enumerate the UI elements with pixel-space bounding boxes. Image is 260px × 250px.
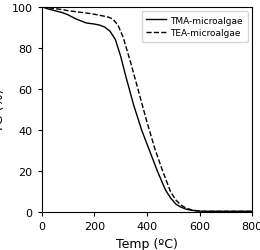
- Legend: TMA-microalgae, TEA-microalgae: TMA-microalgae, TEA-microalgae: [142, 12, 248, 42]
- TMA-microalgae: [180, 206, 183, 209]
- TMA-microalgae: [132, 104, 135, 108]
- TMA-microalgae: [201, 210, 204, 213]
- TMA-microalgae: [93, 24, 96, 26]
- TEA-microalgae: [195, 209, 198, 212]
- TMA-microalgae: [169, 197, 172, 200]
- TEA-microalgae: [251, 210, 254, 213]
- TMA-microalgae: [209, 210, 212, 213]
- TMA-microalgae: [224, 210, 228, 213]
- TEA-microalgae: [66, 10, 69, 13]
- TMA-microalgae: [108, 30, 112, 34]
- TEA-microalgae: [116, 24, 120, 28]
- TEA-microalgae: [82, 12, 85, 15]
- TMA-microalgae: [140, 129, 143, 132]
- TEA-microalgae: [161, 170, 164, 173]
- TMA-microalgae: [164, 188, 167, 192]
- TMA-microalgae: [119, 55, 122, 58]
- TEA-microalgae: [145, 121, 148, 124]
- TEA-microalgae: [224, 210, 228, 213]
- TEA-microalgae: [201, 210, 204, 213]
- TMA-microalgae: [103, 26, 106, 30]
- TEA-microalgae: [169, 190, 172, 194]
- TEA-microalgae: [138, 92, 141, 95]
- TEA-microalgae: [95, 14, 99, 17]
- TEA-microalgae: [129, 64, 133, 66]
- Line: TEA-microalgae: TEA-microalgae: [42, 8, 252, 212]
- TEA-microalgae: [174, 199, 177, 202]
- TMA-microalgae: [148, 150, 151, 152]
- TEA-microalgae: [101, 15, 104, 18]
- TEA-microalgae: [153, 148, 156, 150]
- TMA-microalgae: [98, 24, 101, 28]
- TMA-microalgae: [185, 208, 188, 211]
- TMA-microalgae: [174, 203, 177, 206]
- TMA-microalgae: [45, 8, 48, 11]
- TMA-microalgae: [66, 14, 69, 17]
- TMA-microalgae: [74, 18, 77, 21]
- TEA-microalgae: [180, 204, 183, 207]
- TEA-microalgae: [61, 9, 64, 12]
- TEA-microalgae: [74, 11, 77, 14]
- TMA-microalgae: [124, 76, 127, 79]
- TMA-microalgae: [251, 210, 254, 213]
- TEA-microalgae: [106, 16, 109, 19]
- Y-axis label: TG (%): TG (%): [0, 88, 6, 132]
- TEA-microalgae: [40, 6, 43, 9]
- Line: TMA-microalgae: TMA-microalgae: [42, 8, 252, 212]
- TEA-microalgae: [90, 13, 93, 16]
- TEA-microalgae: [209, 210, 212, 213]
- TMA-microalgae: [190, 209, 193, 212]
- TMA-microalgae: [61, 12, 64, 15]
- TEA-microalgae: [185, 207, 188, 210]
- TMA-microalgae: [85, 22, 88, 26]
- TEA-microalgae: [53, 8, 56, 11]
- TMA-microalgae: [80, 20, 83, 23]
- TEA-microalgae: [190, 208, 193, 212]
- X-axis label: Temp (ºC): Temp (ºC): [116, 237, 178, 250]
- TMA-microalgae: [40, 6, 43, 9]
- TMA-microalgae: [53, 10, 56, 13]
- TEA-microalgae: [122, 37, 125, 40]
- TMA-microalgae: [195, 210, 198, 212]
- TEA-microalgae: [111, 18, 114, 21]
- TMA-microalgae: [156, 170, 159, 173]
- TEA-microalgae: [45, 7, 48, 10]
- TMA-microalgae: [114, 39, 117, 42]
